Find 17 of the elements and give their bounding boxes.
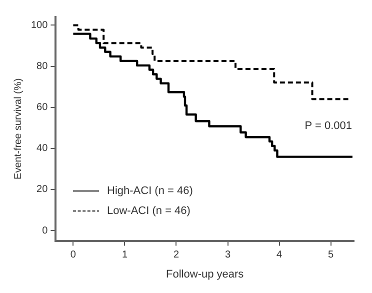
x-tick-label: 5	[328, 250, 334, 261]
x-tick-label: 2	[173, 250, 180, 261]
y-tick-label: 40	[36, 143, 48, 154]
y-tick-label: 0	[42, 225, 48, 236]
x-tick-label: 4	[276, 250, 283, 261]
legend-label: High-ACI (n = 46)	[107, 185, 193, 197]
x-tick-label: 3	[224, 250, 231, 261]
y-tick-label: 80	[36, 61, 48, 72]
y-axis-title: Event-free survival (%)	[12, 78, 24, 180]
legend-label: Low-ACI (n = 46)	[107, 205, 190, 217]
x-tick-label: 1	[122, 250, 128, 261]
y-tick-label: 100	[30, 20, 48, 31]
x-axis-title: Follow-up years	[166, 268, 244, 280]
y-tick-label: 20	[36, 184, 48, 196]
y-tick-label: 60	[36, 102, 48, 114]
x-tick-label: 0	[70, 250, 76, 261]
annotation: P = 0.001	[304, 120, 352, 132]
